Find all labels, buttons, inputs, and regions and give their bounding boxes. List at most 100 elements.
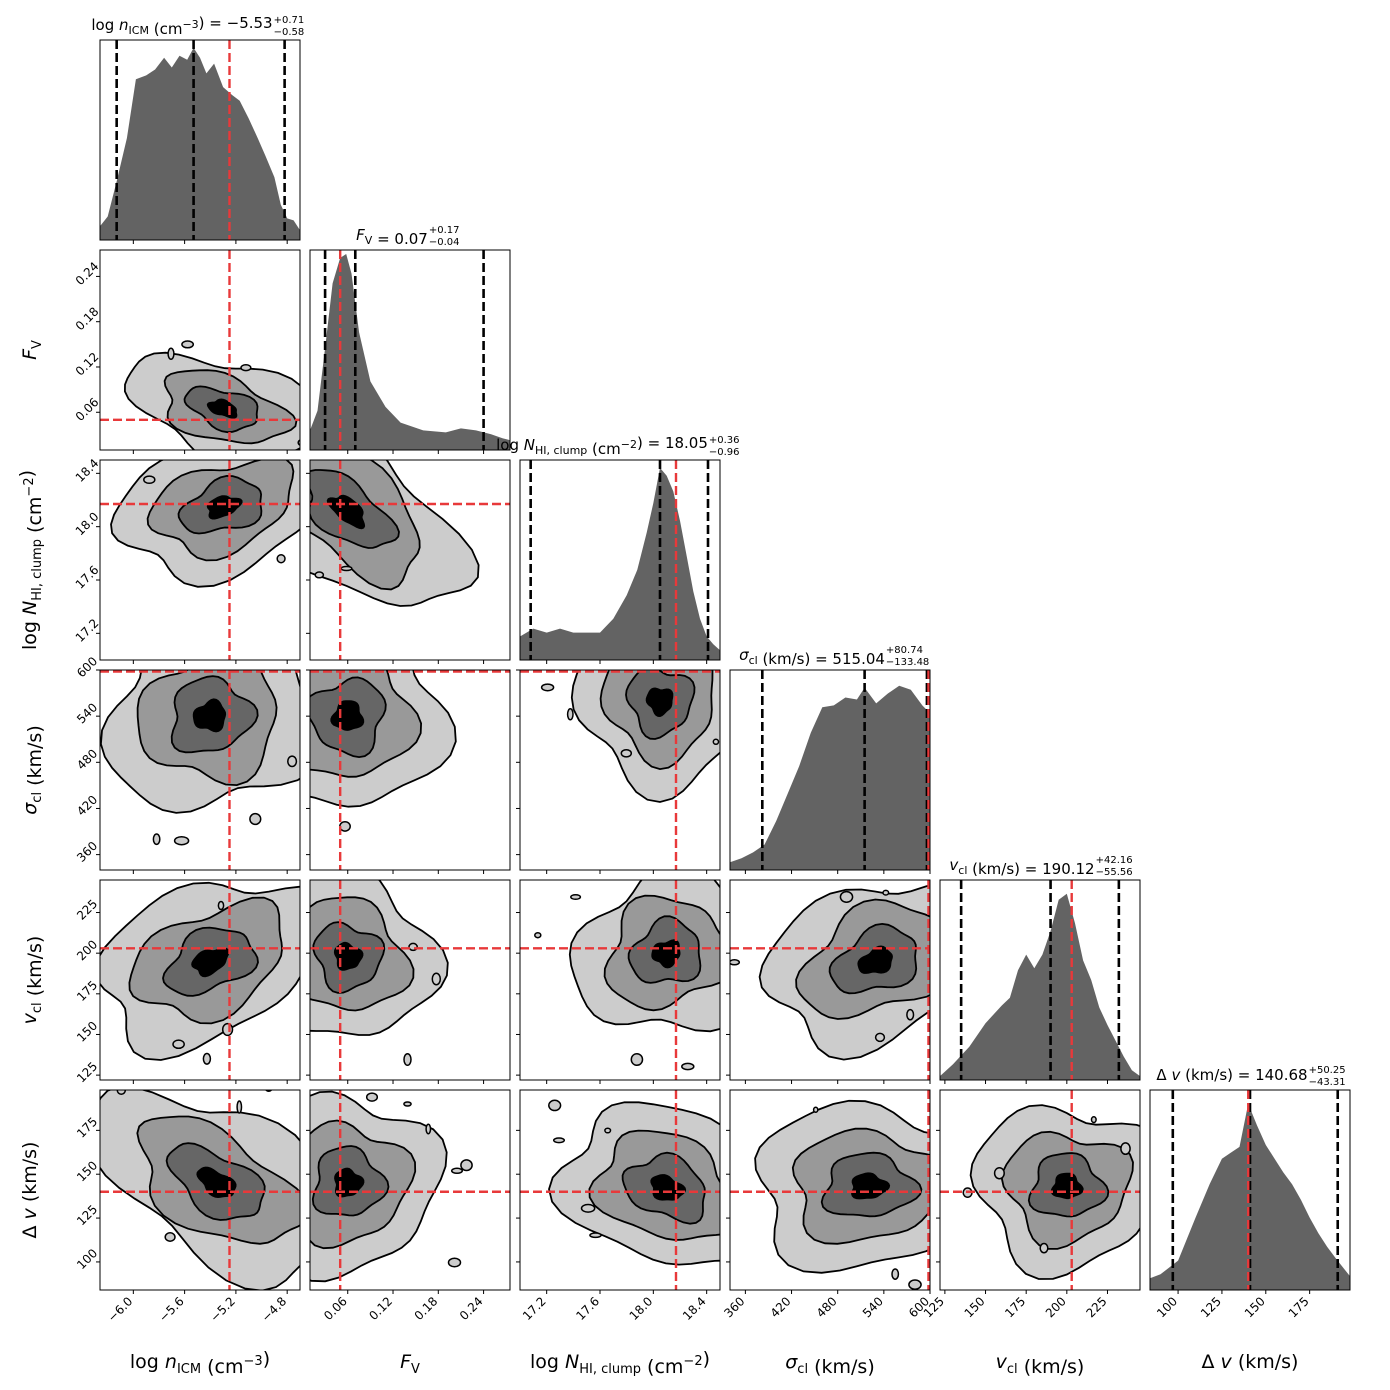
panel-frame-nicm-fv xyxy=(99,249,301,451)
contour-panel-nhi-dv xyxy=(519,1089,721,1291)
xtick-label-vcl-2: 175 xyxy=(1002,1294,1028,1320)
contour-blob-nicm-fv-1 xyxy=(181,340,195,349)
contour-blob-nhi-sigma-2 xyxy=(566,708,574,721)
contour-blob-fv-dv-1 xyxy=(447,1257,462,1268)
contour-core-nicm-vcl xyxy=(191,947,230,978)
contours-fv-dv xyxy=(310,1090,510,1290)
contour-blob-nhi-dv-0 xyxy=(580,1203,596,1213)
xtick-label-sigma-2: 480 xyxy=(814,1294,840,1320)
contour-blob-sigma-vcl-4 xyxy=(906,1008,915,1021)
contour-blob-nicm-sigma-2 xyxy=(249,812,262,826)
title-err-plus-fv: +0.17 xyxy=(429,225,460,236)
contour-blob-vcl-dv-0 xyxy=(1120,1142,1131,1156)
ytick-label-fv-3: 0.24 xyxy=(73,259,102,288)
panel-frame-fv xyxy=(309,249,511,451)
contour-blob-sigma-vcl-5 xyxy=(730,959,741,966)
xtick-label-nhi-1: 17.6 xyxy=(573,1294,602,1323)
ytick-label-vcl-4: 225 xyxy=(74,897,100,923)
contour-core-nicm-dv xyxy=(196,1166,237,1199)
xlabel-sigma-symbol: σ xyxy=(785,1351,798,1373)
xlabel-sigma: σcl (km/s) xyxy=(785,1351,875,1378)
contour-blob-fv-dv-5 xyxy=(425,1123,432,1135)
contour-core-nicm-sigma xyxy=(192,698,227,733)
ylabel-nhi-superscript: −2 xyxy=(22,477,37,496)
title-nhi-subscript: HI, clump xyxy=(535,444,587,457)
contour-panel-nhi-vcl xyxy=(519,879,721,1081)
title-dv-prefix: Δ xyxy=(1156,1066,1171,1084)
histogram-nhi xyxy=(520,467,720,660)
ytick-label-vcl-1: 150 xyxy=(74,1019,100,1045)
xtick-label-vcl-1: 150 xyxy=(962,1294,988,1320)
xlabel-vcl-symbol: v xyxy=(996,1351,1008,1373)
yaxis-label-fv: FV xyxy=(19,340,45,360)
xlabel-nicm-subscript: ICM xyxy=(177,1362,201,1377)
contour-blob-nicm-sigma-5 xyxy=(152,833,161,846)
title-err-minus-vcl: −55.56 xyxy=(1096,867,1133,878)
contour-blob-nhi-vcl-5 xyxy=(681,1062,695,1071)
contour-blob-nicm-vcl-3 xyxy=(172,1039,185,1050)
contour-core-nhi-sigma xyxy=(645,687,674,718)
ylabel-dv-prefix: Δ xyxy=(19,1219,41,1238)
title-fv: FV = 0.07 xyxy=(356,226,428,248)
title-dv-value: = 140.68 xyxy=(1233,1066,1308,1084)
title-vcl-symbol: v xyxy=(949,856,959,874)
histogram-sigma xyxy=(730,685,930,870)
xlabel-nicm: log nICM (cm−3) xyxy=(130,1348,270,1378)
xlabel-vcl-unit: (km/s) xyxy=(1018,1356,1085,1378)
contour-blob-fv-nhi-1 xyxy=(314,571,325,579)
contours-fv-nhi xyxy=(310,460,510,660)
contour-blob-nhi-sigma-4 xyxy=(712,738,720,746)
contours-nicm-sigma xyxy=(100,670,300,870)
xlabel-fv: FV xyxy=(400,1351,420,1377)
contour-panel-sigma-dv xyxy=(729,1089,931,1291)
xtick-label-fv-0: 0.06 xyxy=(321,1294,350,1323)
title-err-plus-dv: +50.25 xyxy=(1309,1065,1346,1076)
contours-nicm-nhi xyxy=(100,460,300,660)
title-err-plus-nicm: +0.71 xyxy=(274,15,305,26)
yaxis-label-sigma: σcl (km/s) xyxy=(19,725,46,815)
ytick-label-fv-0: 0.06 xyxy=(73,395,102,424)
title-nhi: log NHI, clump (cm−2) = 18.05 xyxy=(496,434,708,458)
hist-panel-nicm xyxy=(99,39,301,241)
title-err-minus-nhi: −0.96 xyxy=(709,447,740,458)
title-vcl: vcl (km/s) = 190.12 xyxy=(949,856,1094,878)
xaxis-label-nicm: log nICM (cm−3) xyxy=(130,1348,270,1378)
contour-blob-nicm-dv-5 xyxy=(62,1164,73,1174)
title-vcl-subscript: cl xyxy=(958,864,967,877)
contour-blob-nhi-dv-4 xyxy=(604,1127,612,1134)
panel-title-nhi: log NHI, clump (cm−2) = 18.05 +0.36−0.96 xyxy=(496,434,739,458)
xtick-label-nicm-1: −5.6 xyxy=(156,1294,187,1325)
contour-blob-fv-dv-2 xyxy=(460,1159,473,1172)
panel-title-vcl: vcl (km/s) = 190.12 +42.16−55.56 xyxy=(949,855,1132,878)
ytick-label-fv-2: 0.18 xyxy=(73,304,102,333)
contour-blob-nicm-nhi-4 xyxy=(143,475,156,485)
xlabel-nhi-superscript: −2 xyxy=(683,1354,702,1369)
contour-blob-sigma-vcl-3 xyxy=(976,984,986,995)
panel-frame-nicm-vcl xyxy=(99,879,301,1081)
xlabel-vcl: vcl (km/s) xyxy=(996,1351,1085,1378)
panel-frame-sigma-dv xyxy=(729,1089,931,1291)
ylabel-sigma-unit: (km/s) xyxy=(24,725,46,792)
yaxis-label-nhi: log NHI, clump (cm−2) xyxy=(16,470,46,650)
xlabel-nicm-prefix: log xyxy=(130,1351,165,1373)
xtick-label-dv-1: 125 xyxy=(1198,1294,1224,1320)
title-err-minus-dv: −43.31 xyxy=(1309,1077,1346,1088)
title-dv-symbol: v xyxy=(1171,1066,1181,1084)
ylabel-nhi-subscript: HI, clump xyxy=(30,539,45,601)
panel-title-fv: FV = 0.07 +0.17−0.04 xyxy=(356,225,459,248)
hist-panel-nhi xyxy=(519,459,721,661)
ytick-label-nhi-2: 18.0 xyxy=(73,509,102,538)
ytick-label-fv-1: 0.12 xyxy=(73,350,102,379)
xtick-label-vcl-3: 200 xyxy=(1043,1294,1069,1320)
contour-blob-nicm-sigma-4 xyxy=(287,755,298,768)
title-nicm-value: ) = −5.53 xyxy=(199,14,273,32)
panel-frame-fv-nhi xyxy=(309,459,511,661)
title-err-plus-vcl: +42.16 xyxy=(1096,855,1133,866)
contour-blob-sigma-dv-3 xyxy=(908,1279,922,1290)
ylabel-fv-subscript: V xyxy=(30,340,45,349)
contour-blob-fv-dv-4 xyxy=(365,1092,379,1102)
panel-frame-vcl-dv xyxy=(939,1089,1141,1291)
xlabel-sigma-subscript: cl xyxy=(797,1362,808,1377)
xtick-label-fv-3: 0.24 xyxy=(457,1294,486,1323)
contour-blob-nhi-vcl-4 xyxy=(534,931,542,939)
